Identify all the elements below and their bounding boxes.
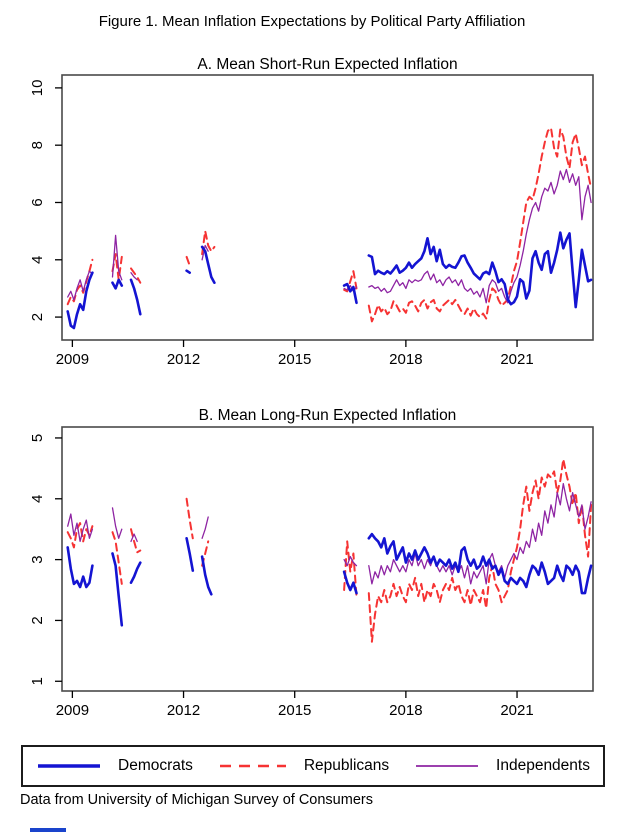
svg-text:2009: 2009 — [56, 351, 89, 368]
figure-title: Figure 1. Mean Inflation Expectations by… — [98, 13, 526, 30]
svg-text:1: 1 — [29, 677, 46, 685]
legend-label-democrats: Democrats — [118, 757, 193, 774]
svg-text:2009: 2009 — [56, 702, 89, 719]
svg-text:6: 6 — [29, 198, 46, 206]
independents-line-swatch — [416, 765, 479, 767]
legend: Democrats Republicans Independents — [21, 745, 605, 787]
svg-text:3: 3 — [29, 555, 46, 563]
legend-label-independents: Independents — [496, 757, 590, 774]
svg-text:10: 10 — [29, 80, 46, 97]
legend-label-republicans: Republicans — [303, 757, 390, 774]
legend-entry-democrats: Democrats — [36, 757, 193, 775]
svg-text:5: 5 — [29, 434, 46, 442]
panel-b-title: B. Mean Long-Run Expected Inflation — [198, 407, 457, 424]
republicans-line-swatch — [219, 764, 286, 768]
svg-text:2021: 2021 — [500, 702, 533, 719]
svg-text:2: 2 — [29, 313, 46, 321]
svg-text:2018: 2018 — [389, 351, 422, 368]
svg-text:2012: 2012 — [167, 351, 200, 368]
svg-text:2015: 2015 — [278, 351, 311, 368]
data-source-note: Data from University of Michigan Survey … — [20, 792, 373, 808]
bottom-blue-fragment — [30, 828, 66, 832]
svg-text:8: 8 — [29, 141, 46, 149]
svg-text:2012: 2012 — [167, 702, 200, 719]
panel-a-title: A. Mean Short-Run Expected Inflation — [197, 56, 458, 73]
svg-text:4: 4 — [29, 495, 46, 503]
svg-text:2021: 2021 — [500, 351, 533, 368]
legend-entry-independents: Independents — [414, 757, 590, 775]
svg-text:2: 2 — [29, 616, 46, 624]
svg-text:2018: 2018 — [389, 702, 422, 719]
legend-entry-republicans: Republicans — [218, 757, 389, 775]
democrats-line-swatch — [38, 764, 100, 768]
svg-text:4: 4 — [29, 256, 46, 264]
svg-text:2015: 2015 — [278, 702, 311, 719]
